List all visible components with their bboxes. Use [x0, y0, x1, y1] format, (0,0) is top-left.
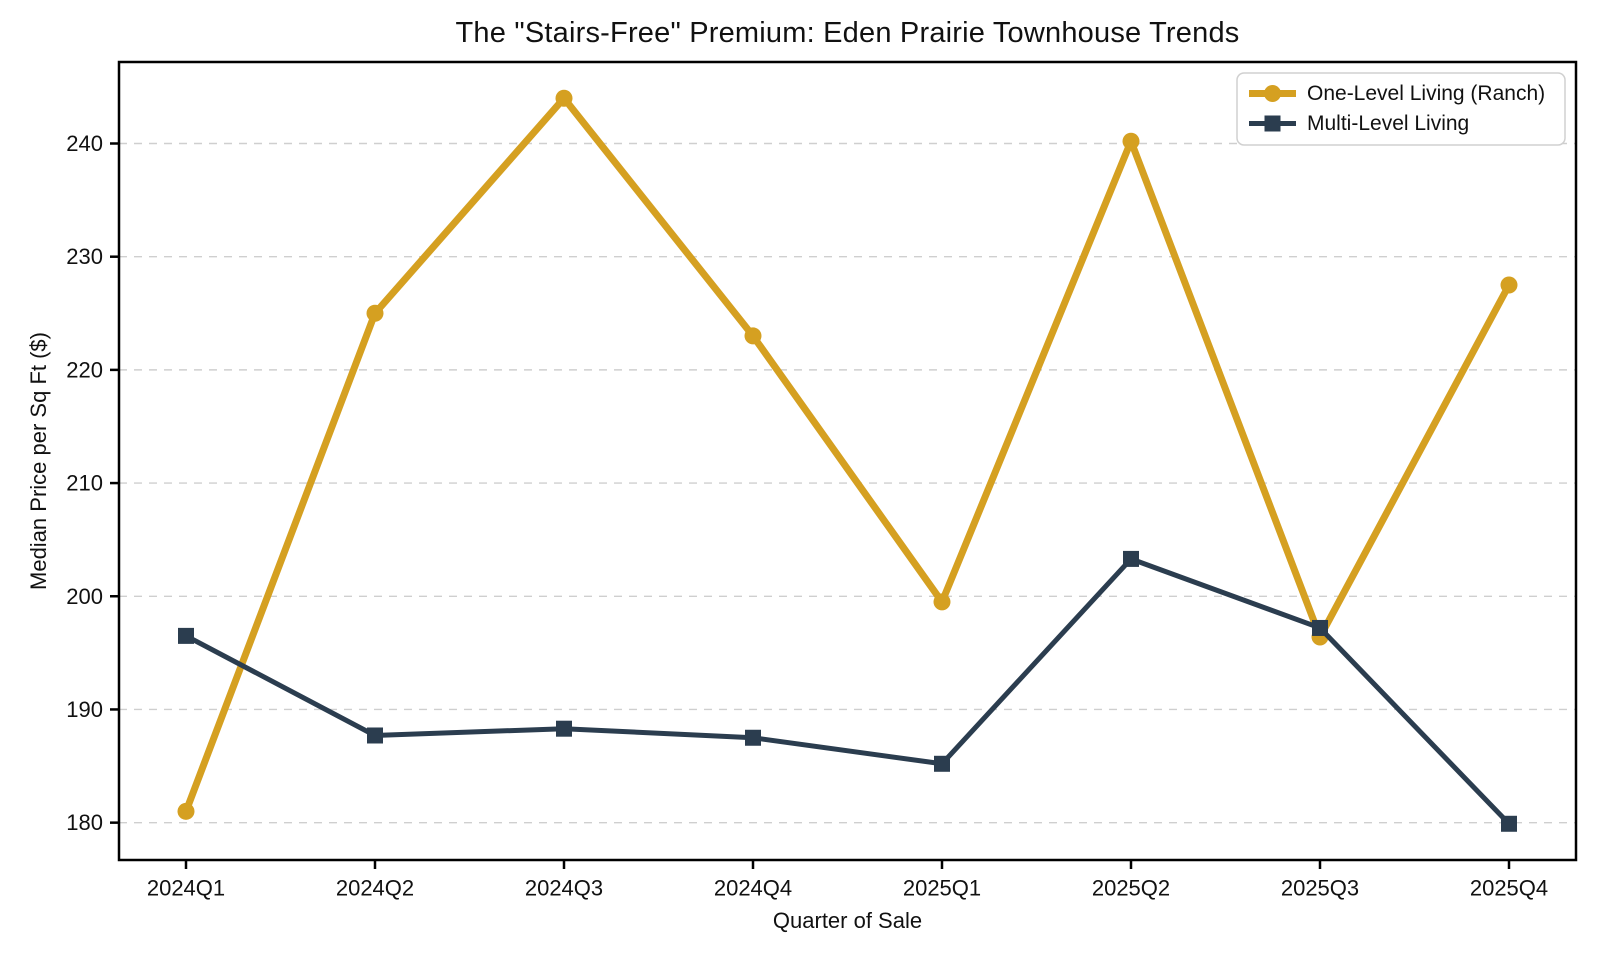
data-point-multi-level-living	[1312, 619, 1328, 636]
x-tick-label: 2025Q4	[1470, 876, 1548, 901]
y-tick-label: 210	[66, 471, 103, 496]
legend: One-Level Living (Ranch) Multi-Level Livi…	[1236, 72, 1566, 146]
legend-label: One-Level Living (Ranch)	[1307, 82, 1545, 105]
series-line-multi-level-living	[183, 556, 1512, 827]
y-tick-label: 230	[66, 244, 103, 269]
data-point-one-level-living-ranch	[1500, 276, 1518, 294]
x-tick-label: 2024Q1	[147, 876, 225, 901]
plot-border	[117, 60, 1578, 862]
y-tick-label: 190	[66, 697, 103, 722]
x-tick-label: 2024Q2	[336, 876, 414, 901]
data-point-multi-level-living	[178, 627, 194, 644]
legend-sample-marker	[1264, 85, 1281, 102]
data-point-one-level-living-ranch	[933, 593, 951, 611]
data-point-multi-level-living	[1501, 815, 1517, 832]
data-point-one-level-living-ranch	[744, 327, 762, 345]
data-point-one-level-living-ranch	[555, 89, 573, 107]
y-tick-label: 240	[66, 131, 103, 156]
legend-label: Multi-Level Living	[1307, 112, 1469, 135]
legend-frame	[1236, 72, 1566, 146]
x-tick-label: 2025Q3	[1281, 876, 1359, 901]
data-point-one-level-living-ranch	[366, 304, 384, 322]
data-point-multi-level-living	[556, 720, 572, 737]
y-tick-label: 180	[66, 810, 103, 835]
data-point-multi-level-living	[367, 727, 383, 744]
data-point-one-level-living-ranch	[177, 802, 195, 820]
data-point-multi-level-living	[1123, 550, 1139, 567]
x-tick-label: 2024Q3	[525, 876, 603, 901]
legend-sample-marker	[1264, 115, 1281, 132]
x-tick-label: 2024Q4	[714, 876, 792, 901]
data-point-multi-level-living	[934, 755, 950, 772]
y-tick-label: 200	[66, 584, 103, 609]
data-point-multi-level-living	[745, 729, 761, 746]
series-line-one-level-living-ranch	[182, 94, 1513, 815]
y-tick-label: 220	[66, 357, 103, 382]
chart-title: The "Stairs-Free" Premium: Eden Prairie …	[455, 17, 1240, 49]
data-point-one-level-living-ranch	[1122, 132, 1140, 150]
x-tick-label: 2025Q2	[1092, 876, 1170, 901]
x-tick-label: 2025Q1	[903, 876, 981, 901]
y-axis-label: Median Price per Sq Ft ($)	[26, 332, 51, 590]
x-axis-label: Quarter of Sale	[772, 908, 923, 933]
